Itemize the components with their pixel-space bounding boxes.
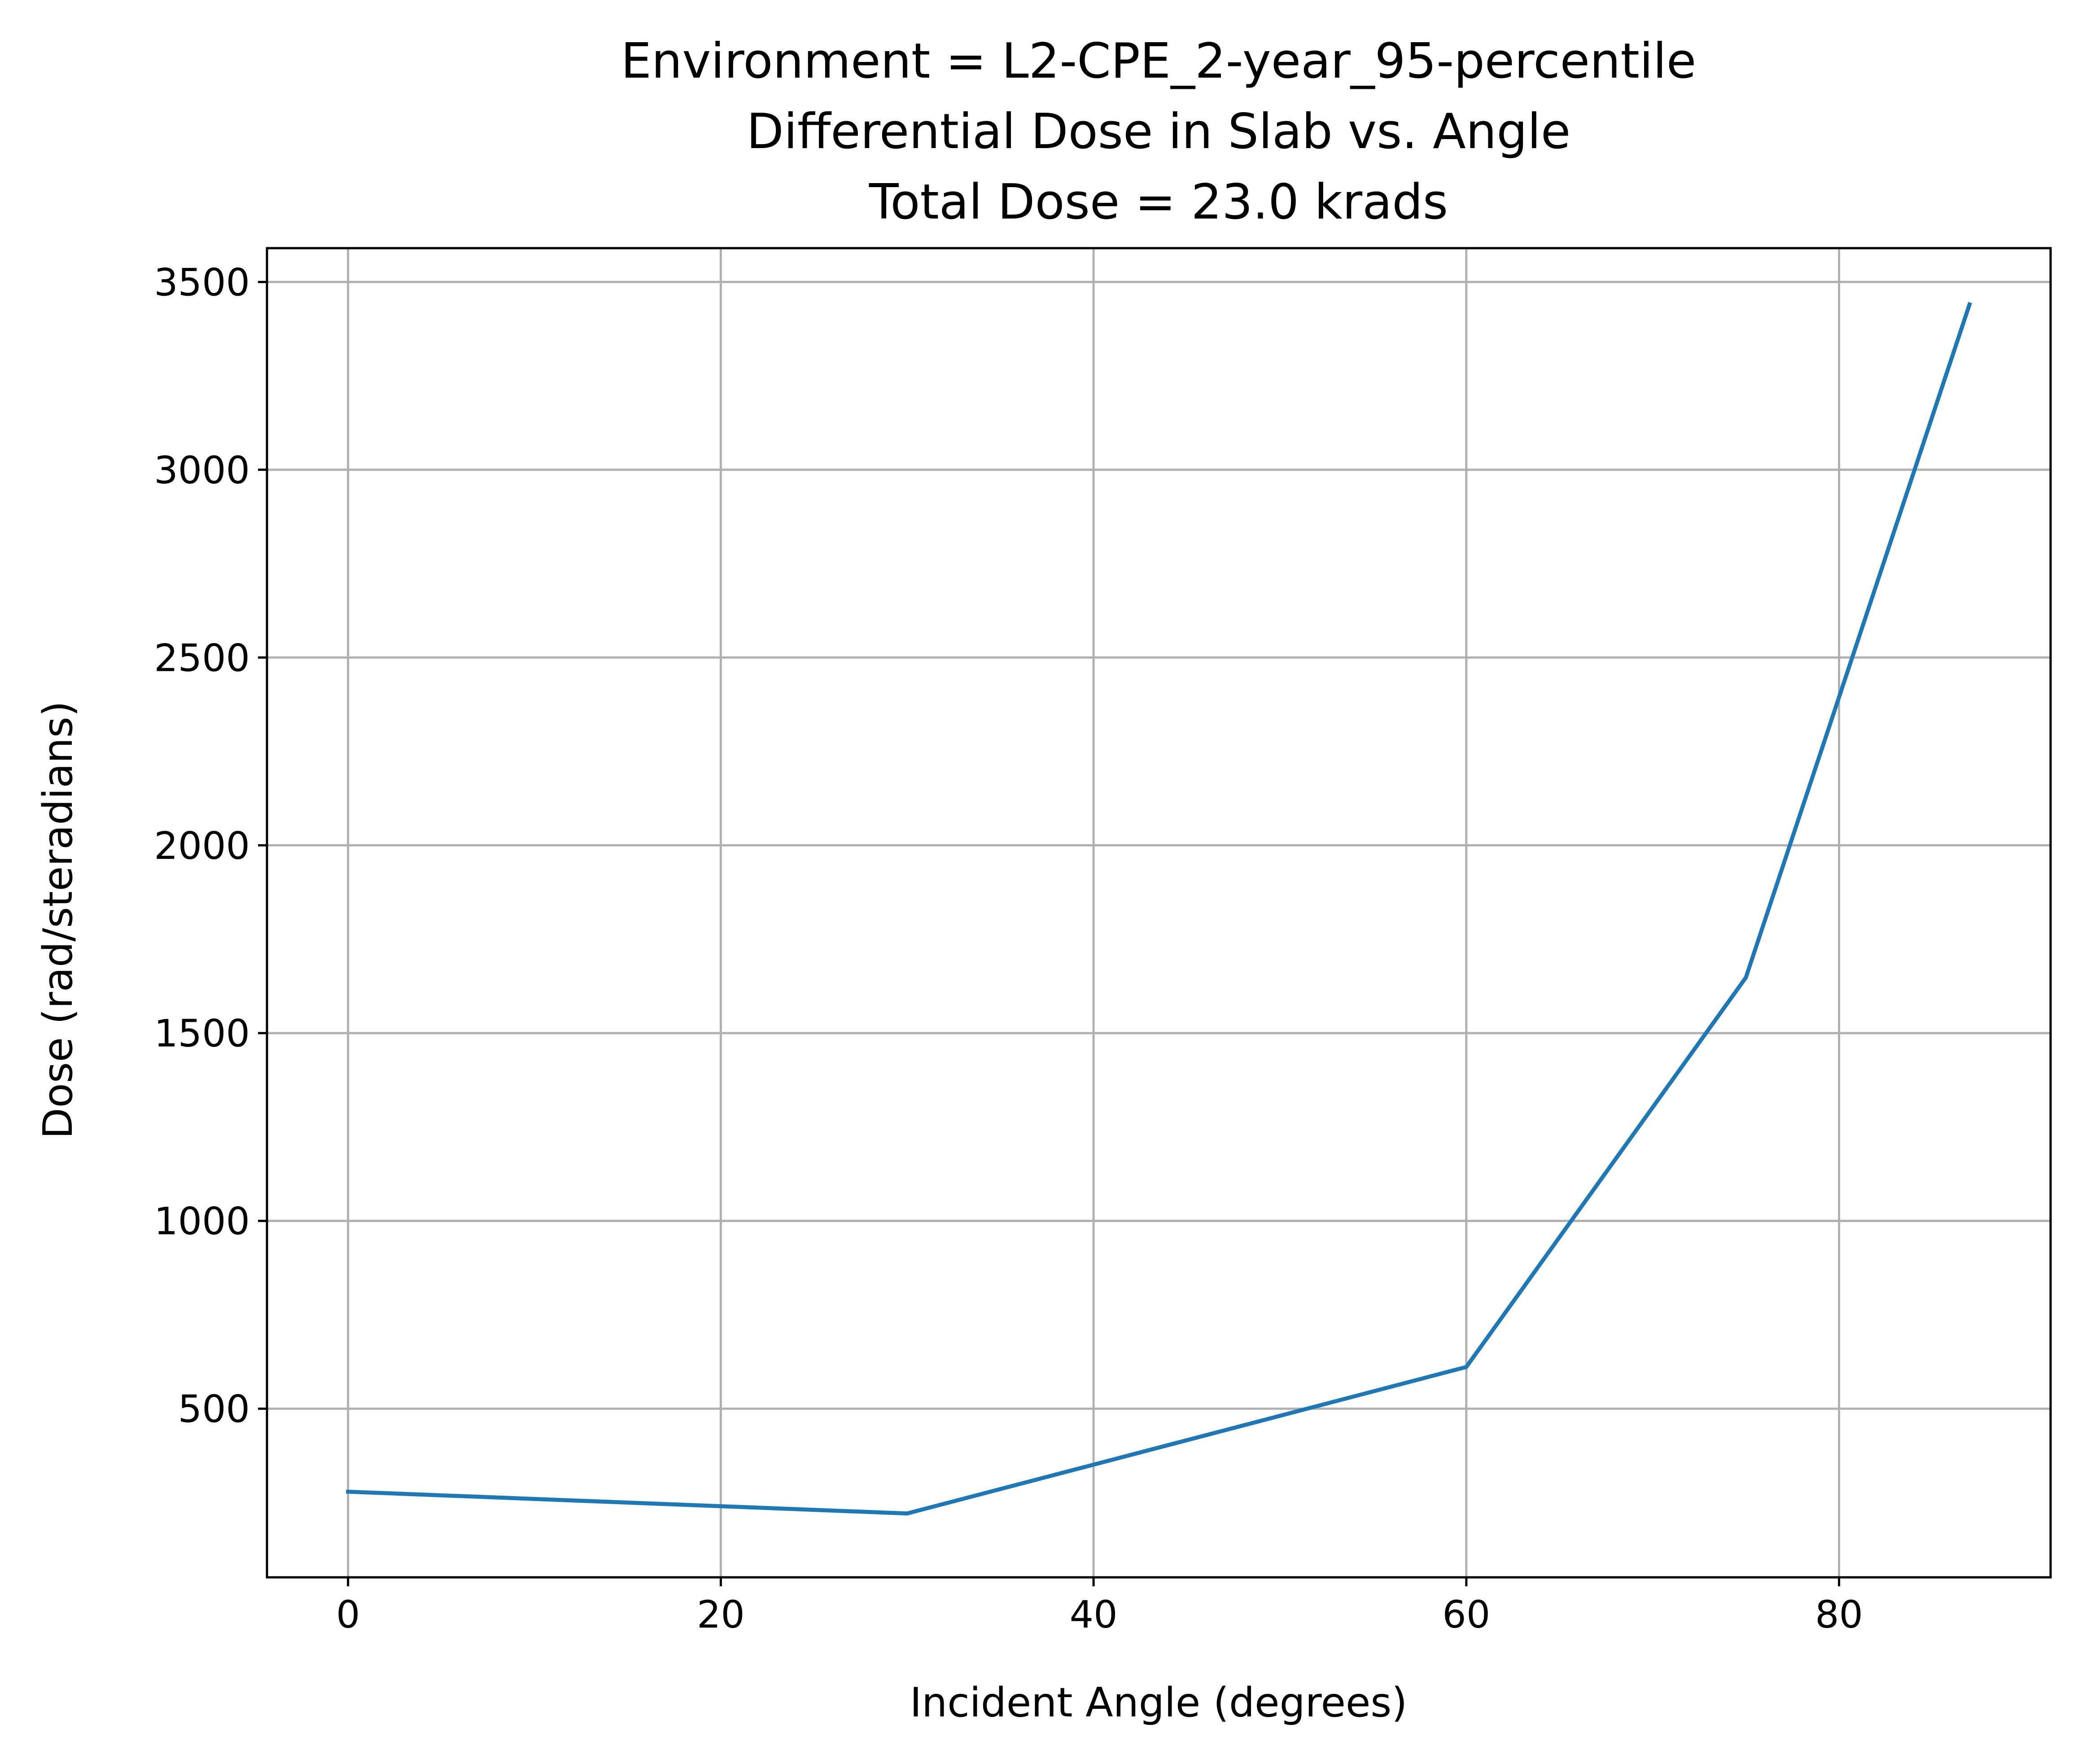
y-tick-label: 2000 bbox=[154, 824, 250, 868]
y-tick-label: 1500 bbox=[154, 1011, 250, 1055]
y-axis-label: Dose (rad/steradians) bbox=[35, 701, 82, 1139]
x-tick-label: 0 bbox=[336, 1593, 360, 1637]
y-tick-label: 3000 bbox=[154, 448, 250, 492]
chart-title: Environment = L2-CPE_2-year_95-percentil… bbox=[621, 33, 1697, 230]
chart-title-line-1: Environment = L2-CPE_2-year_95-percentil… bbox=[621, 33, 1697, 89]
y-tick-label: 2500 bbox=[154, 636, 250, 680]
y-axis-ticks: 500 1000 1500 2000 2500 3000 3500 bbox=[154, 260, 267, 1431]
chart-title-line-2: Differential Dose in Slab vs. Angle bbox=[747, 104, 1571, 160]
y-tick-label: 1000 bbox=[154, 1199, 250, 1243]
x-axis-label: Incident Angle (degrees) bbox=[910, 1679, 1408, 1726]
x-tick-label: 40 bbox=[1070, 1593, 1118, 1637]
x-tick-label: 80 bbox=[1815, 1593, 1863, 1637]
y-tick-label: 3500 bbox=[154, 260, 250, 304]
x-tick-label: 60 bbox=[1442, 1593, 1490, 1637]
chart-title-line-3: Total Dose = 23.0 krads bbox=[869, 174, 1448, 230]
x-tick-label: 20 bbox=[697, 1593, 745, 1637]
x-axis-ticks: 0 20 40 60 80 bbox=[336, 1577, 1863, 1637]
grid-lines bbox=[267, 248, 2051, 1577]
plot-area-frame bbox=[266, 247, 2052, 1579]
y-tick-label: 500 bbox=[178, 1387, 250, 1431]
series-lines bbox=[346, 302, 1972, 1516]
series-line-0 bbox=[346, 302, 1972, 1516]
